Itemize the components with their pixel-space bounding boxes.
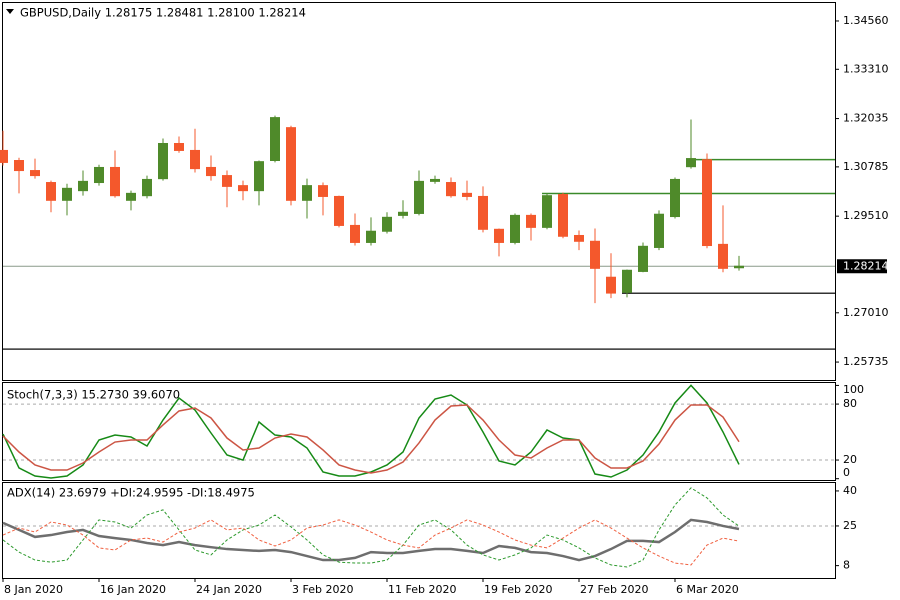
current-price-label: 1.28214 <box>843 259 889 272</box>
candle-body <box>446 182 456 197</box>
candle-body <box>158 142 168 180</box>
candle-body <box>670 178 680 218</box>
candle-body <box>702 159 712 247</box>
candle-body <box>238 185 248 192</box>
candle-body <box>398 211 408 216</box>
series-line <box>2 518 740 562</box>
candle-body <box>574 234 584 242</box>
candle-body <box>286 127 296 201</box>
x-tick-label: 27 Feb 2020 <box>580 583 648 596</box>
menu-triangle[interactable] <box>6 9 14 14</box>
candle-body <box>46 182 56 201</box>
candle-body <box>62 187 72 201</box>
x-tick-label: 3 Feb 2020 <box>292 583 353 596</box>
candle-body <box>510 214 520 243</box>
candle-body <box>606 276 616 294</box>
candle-body <box>494 228 504 243</box>
y-tick-label: 0 <box>843 466 850 479</box>
candle-body <box>0 149 8 163</box>
series-line <box>2 404 740 474</box>
candle-body <box>382 216 392 232</box>
y-tick-label: 1.33310 <box>843 62 889 75</box>
candle-body <box>302 185 312 201</box>
y-tick-label: 8 <box>843 559 850 572</box>
candle-body <box>638 245 648 272</box>
x-tick-label: 19 Feb 2020 <box>484 583 552 596</box>
y-tick-label: 1.25735 <box>843 355 889 368</box>
candle-body <box>558 194 568 237</box>
candle-body <box>30 170 40 177</box>
candle-body <box>542 195 552 228</box>
panel-title: ADX(14) 23.6979 +DI:24.9595 -DI:18.4975 <box>7 486 255 500</box>
x-tick-label: 16 Jan 2020 <box>100 583 166 596</box>
candle-body <box>334 195 344 226</box>
y-tick-label: 1.30785 <box>843 160 889 173</box>
y-tick-label: 80 <box>843 397 857 410</box>
candle-body <box>590 240 600 269</box>
x-tick-label: 6 Mar 2020 <box>676 583 739 596</box>
candle-body <box>526 214 536 228</box>
candle-body <box>78 180 88 192</box>
series-line <box>2 487 740 568</box>
y-tick-label: 100 <box>843 383 864 396</box>
x-tick-label: 24 Jan 2020 <box>196 583 262 596</box>
y-tick-label: 1.29510 <box>843 209 889 222</box>
candle-body <box>222 175 232 187</box>
candle-body <box>126 192 136 201</box>
y-tick-label: 1.34560 <box>843 14 889 27</box>
candle-body <box>190 149 200 170</box>
candle-body <box>318 185 328 197</box>
candle-body <box>430 178 440 182</box>
series-line <box>2 384 740 479</box>
x-tick-label: 11 Feb 2020 <box>388 583 456 596</box>
candle-body <box>14 160 24 172</box>
y-tick-label: 1.27010 <box>843 306 889 319</box>
candle-body <box>654 213 664 248</box>
candle-body <box>254 161 264 192</box>
y-tick-label: 25 <box>843 519 857 532</box>
candle-body <box>718 243 728 269</box>
series-line <box>2 519 740 566</box>
candle-body <box>462 192 472 197</box>
candle-body <box>366 230 376 243</box>
candle-body <box>142 178 152 197</box>
main-panel <box>2 2 836 381</box>
candle-body <box>622 269 632 293</box>
panel-title: GBPUSD,Daily 1.28175 1.28481 1.28100 1.2… <box>20 6 306 20</box>
panel-title: Stoch(7,3,3) 15.2730 39.6070 <box>7 388 180 402</box>
y-tick-label: 20 <box>843 453 857 466</box>
y-tick-label: 40 <box>843 484 857 497</box>
candle-body <box>110 166 120 197</box>
candle-body <box>206 166 216 177</box>
candle-body <box>734 265 744 269</box>
candle-body <box>686 158 696 168</box>
candle-body <box>270 117 280 162</box>
current-price-box <box>837 259 887 274</box>
candle-body <box>478 195 488 230</box>
candle-body <box>414 180 424 214</box>
candle-body <box>174 142 184 151</box>
candle-body <box>94 166 104 184</box>
x-tick-label: 8 Jan 2020 <box>4 583 63 596</box>
stoch-panel <box>2 382 836 481</box>
candle-body <box>350 224 360 243</box>
y-tick-label: 1.32035 <box>843 112 889 125</box>
adx-panel <box>2 482 836 579</box>
